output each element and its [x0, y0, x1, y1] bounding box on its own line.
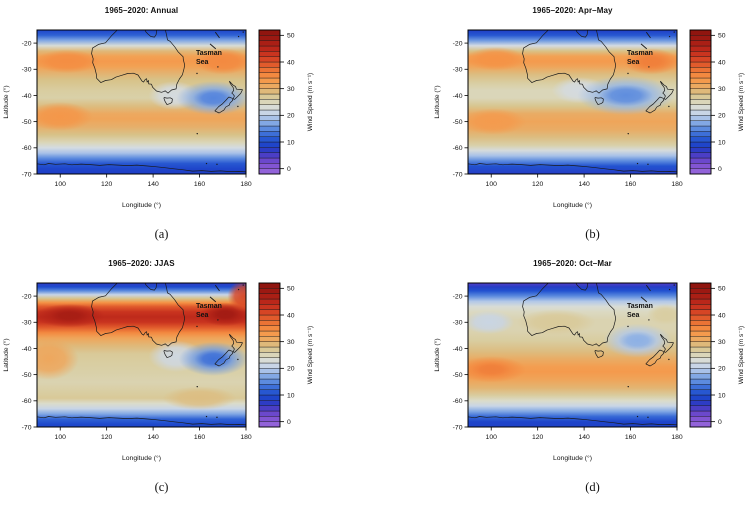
- y-tick-label: -70: [453, 424, 463, 431]
- colorbar-tick-label: 20: [287, 113, 295, 120]
- coastlines-a: [37, 30, 246, 173]
- coastlines-d: [468, 283, 677, 426]
- colorbar-tick-label: 10: [718, 392, 726, 399]
- map-fill-d: [468, 283, 677, 427]
- y-tick-label: -70: [22, 171, 32, 178]
- colorbar-d: 0 10 20 30 40 50: [689, 282, 726, 428]
- axes-a: 100 120 140 160 180 -20 -30 -40 -50 -60 -70: [22, 40, 252, 188]
- colorbar-c: 0 10 20 30 40 50: [258, 282, 295, 428]
- plot-border-c: [36, 282, 247, 428]
- map-svg-c: 100 120 140 160 180 -20 -30 -40 -50 -60 -70 0 10 20 30…: [22, 282, 295, 441]
- colorbar-tick-label: 40: [718, 59, 726, 66]
- y-tick-label: -40: [22, 93, 32, 100]
- x-tick-label: 140: [147, 181, 159, 188]
- x-tick-label: 160: [194, 181, 206, 188]
- x-tick-label: 100: [486, 181, 498, 188]
- colorbar-tick-label: 30: [718, 339, 726, 346]
- map-fill-a: [37, 30, 246, 174]
- y-tick-label: -20: [453, 40, 463, 47]
- map-svg-b: 100 120 140 160 180 -20 -30 -40 -50 -60 -70 0 10 20 30…: [453, 29, 726, 188]
- plot-border-a: [36, 29, 247, 175]
- colorbar-tick-label: 40: [287, 312, 295, 319]
- x-tick-label: 140: [578, 181, 590, 188]
- colorbar-tick-label: 30: [287, 339, 295, 346]
- colorbar-tick-label: 0: [287, 166, 291, 173]
- y-tick-label: -50: [453, 372, 463, 379]
- x-tick-label: 140: [578, 434, 590, 441]
- colorbar-tick-label: 10: [287, 392, 295, 399]
- colorbar-tick-label: 30: [287, 86, 295, 93]
- map-svg-a: 100 120 140 160 180 -20 -30 -40 -50 -60 -70 0 10 20 30…: [22, 29, 295, 188]
- x-tick-label: 180: [240, 181, 252, 188]
- x-tick-label: 120: [101, 434, 113, 441]
- colorbar-tick-label: 50: [718, 286, 726, 293]
- y-tick-label: -30: [22, 320, 32, 327]
- axes-c: 100 120 140 160 180 -20 -30 -40 -50 -60 -70: [22, 293, 252, 441]
- y-tick-label: -70: [22, 424, 32, 431]
- colorbar-tick-label: 10: [718, 139, 726, 146]
- y-tick-label: -60: [22, 145, 32, 152]
- x-tick-label: 100: [55, 181, 67, 188]
- y-tick-label: -50: [453, 119, 463, 126]
- x-tick-label: 100: [55, 434, 67, 441]
- y-tick-label: -40: [453, 346, 463, 353]
- panel-a: 100 120 140 160 180 -20 -30 -40 -50 -60 -70 0 10 20 30…: [0, 0, 380, 252]
- x-tick-label: 120: [101, 181, 113, 188]
- panel-c: 100 120 140 160 180 -20 -30 -40 -50 -60 -70 0 10 20 30…: [0, 253, 380, 505]
- colorbar-tick-label: 20: [718, 366, 726, 373]
- x-tick-label: 120: [532, 434, 544, 441]
- x-tick-label: 160: [625, 181, 637, 188]
- y-tick-label: -70: [453, 171, 463, 178]
- map-fill-b: [468, 30, 677, 174]
- y-tick-label: -30: [453, 320, 463, 327]
- x-tick-label: 160: [194, 434, 206, 441]
- colorbar-tick-label: 20: [718, 113, 726, 120]
- x-tick-label: 140: [147, 434, 159, 441]
- colorbar-tick-label: 10: [287, 139, 295, 146]
- y-tick-label: -40: [453, 93, 463, 100]
- x-tick-label: 120: [532, 181, 544, 188]
- y-tick-label: -60: [453, 145, 463, 152]
- panel-d: 100 120 140 160 180 -20 -30 -40 -50 -60 -70 0 10 20 30…: [374, 253, 754, 505]
- x-tick-label: 100: [486, 434, 498, 441]
- x-tick-label: 180: [671, 434, 683, 441]
- y-tick-label: -20: [22, 40, 32, 47]
- axes-d: 100 120 140 160 180 -20 -30 -40 -50 -60 -70: [453, 293, 683, 441]
- colorbar-tick-label: 0: [718, 166, 722, 173]
- colorbar-b: 0 10 20 30 40 50: [689, 29, 726, 175]
- colorbar-tick-label: 50: [287, 33, 295, 40]
- map-svg-d: 100 120 140 160 180 -20 -30 -40 -50 -60 -70 0 10 20 30…: [453, 282, 726, 441]
- colorbar-tick-label: 0: [287, 419, 291, 426]
- colorbar-tick-label: 0: [718, 419, 722, 426]
- y-tick-label: -40: [22, 346, 32, 353]
- y-tick-label: -20: [453, 293, 463, 300]
- colorbar-tick-label: 40: [287, 59, 295, 66]
- colorbar-tick-label: 50: [718, 33, 726, 40]
- colorbar-tick-label: 30: [718, 86, 726, 93]
- coastlines-c: [37, 283, 246, 426]
- axes-b: 100 120 140 160 180 -20 -30 -40 -50 -60 -70: [453, 40, 683, 188]
- x-tick-label: 180: [240, 434, 252, 441]
- y-tick-label: -20: [22, 293, 32, 300]
- y-tick-label: -50: [22, 372, 32, 379]
- y-tick-label: -30: [22, 67, 32, 74]
- coastlines-b: [468, 30, 677, 173]
- plot-border-b: [467, 29, 678, 175]
- colorbar-tick-label: 20: [287, 366, 295, 373]
- colorbar-a: 0 10 20 30 40 50: [258, 29, 295, 175]
- colorbar-tick-label: 50: [287, 286, 295, 293]
- y-tick-label: -60: [453, 398, 463, 405]
- y-tick-label: -60: [22, 398, 32, 405]
- x-tick-label: 160: [625, 434, 637, 441]
- x-tick-label: 180: [671, 181, 683, 188]
- plot-border-d: [467, 282, 678, 428]
- map-fill-c: [37, 283, 246, 427]
- y-tick-label: -30: [453, 67, 463, 74]
- colorbar-tick-label: 40: [718, 312, 726, 319]
- panel-b: 100 120 140 160 180 -20 -30 -40 -50 -60 -70 0 10 20 30…: [374, 0, 754, 252]
- y-tick-label: -50: [22, 119, 32, 126]
